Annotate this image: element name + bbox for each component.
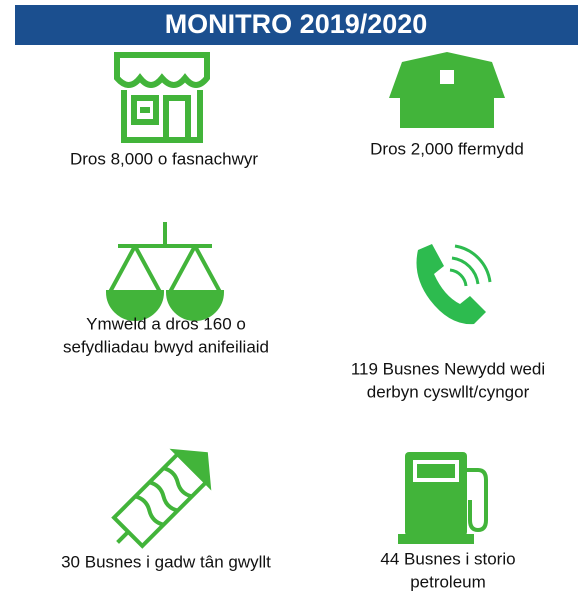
label: 44 Busnes i storio xyxy=(380,549,515,568)
scales-icon xyxy=(105,222,225,321)
firework-icon xyxy=(111,448,212,549)
shop-icon xyxy=(114,52,210,143)
label: derbyn cyswllt/cyngor xyxy=(367,382,530,401)
label: Ymweld a dros 160 o xyxy=(86,314,246,333)
label: 119 Busnes Newydd wedi xyxy=(351,359,545,378)
label: Dros 2,000 ffermydd xyxy=(370,139,524,158)
label: Dros 8,000 o fasnachwyr xyxy=(70,149,258,168)
phone-icon xyxy=(416,244,492,325)
barn-icon xyxy=(389,52,505,128)
header-title: MONITRO 2019/2020 xyxy=(165,9,428,39)
fuel-pump-icon xyxy=(398,452,488,544)
label: petroleum xyxy=(410,572,486,591)
label: sefydliadau bwyd anifeiliaid xyxy=(63,337,269,356)
label: 30 Busnes i gadw tân gwyllt xyxy=(61,552,271,571)
header-bar xyxy=(15,5,578,45)
